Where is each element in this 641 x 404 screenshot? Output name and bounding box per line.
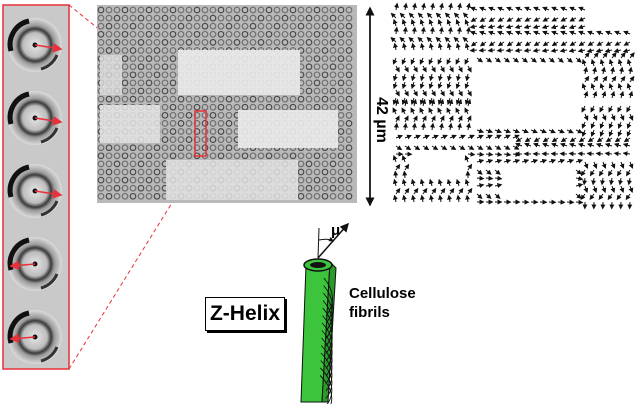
cellulose-fibril [320,352,333,392]
diffraction-grid-panel [97,5,357,203]
diffraction-pattern [7,18,63,72]
cellulose-fibril [320,367,333,404]
scale-label: 42 µm [373,97,390,143]
cellulose-fibril [323,292,333,332]
cellulose-fibril [319,375,333,404]
orientation-arrow [34,189,63,199]
cellulose-fibril [322,300,333,339]
diffraction-pattern [7,310,62,364]
diffraction-pattern [7,237,62,291]
cellulose-fibril [322,307,333,347]
cellulose-fibril [323,277,333,317]
cellulose-fibril [323,285,333,324]
orientation-arrow [34,43,63,53]
inset-panel [2,4,70,370]
orientation-arrow [34,116,63,126]
cellulose-fibril [321,337,333,377]
cellulose-fibril [321,330,333,369]
cellulose-fibril [322,315,333,354]
orientation-arrow [9,260,36,271]
z-helix-label: Z-Helix [205,297,285,331]
fibrils-label-line1: Cellulose [349,285,416,302]
cellulose-fibrils-label: Cellulose fibrils [349,284,416,322]
cellulose-fibril [320,360,333,399]
highlight-box [194,110,207,157]
orientation-arrow-map [390,2,635,210]
angle-mu-label: μ [331,222,341,239]
diffraction-pattern [7,164,63,218]
cellulose-fibril [321,322,333,362]
fibrils-label-line2: fibrils [349,304,390,321]
diffraction-pattern [7,91,63,145]
cellulose-fibril [320,345,333,384]
orientation-arrow [9,333,36,344]
cell-wall-diagram [300,222,349,404]
